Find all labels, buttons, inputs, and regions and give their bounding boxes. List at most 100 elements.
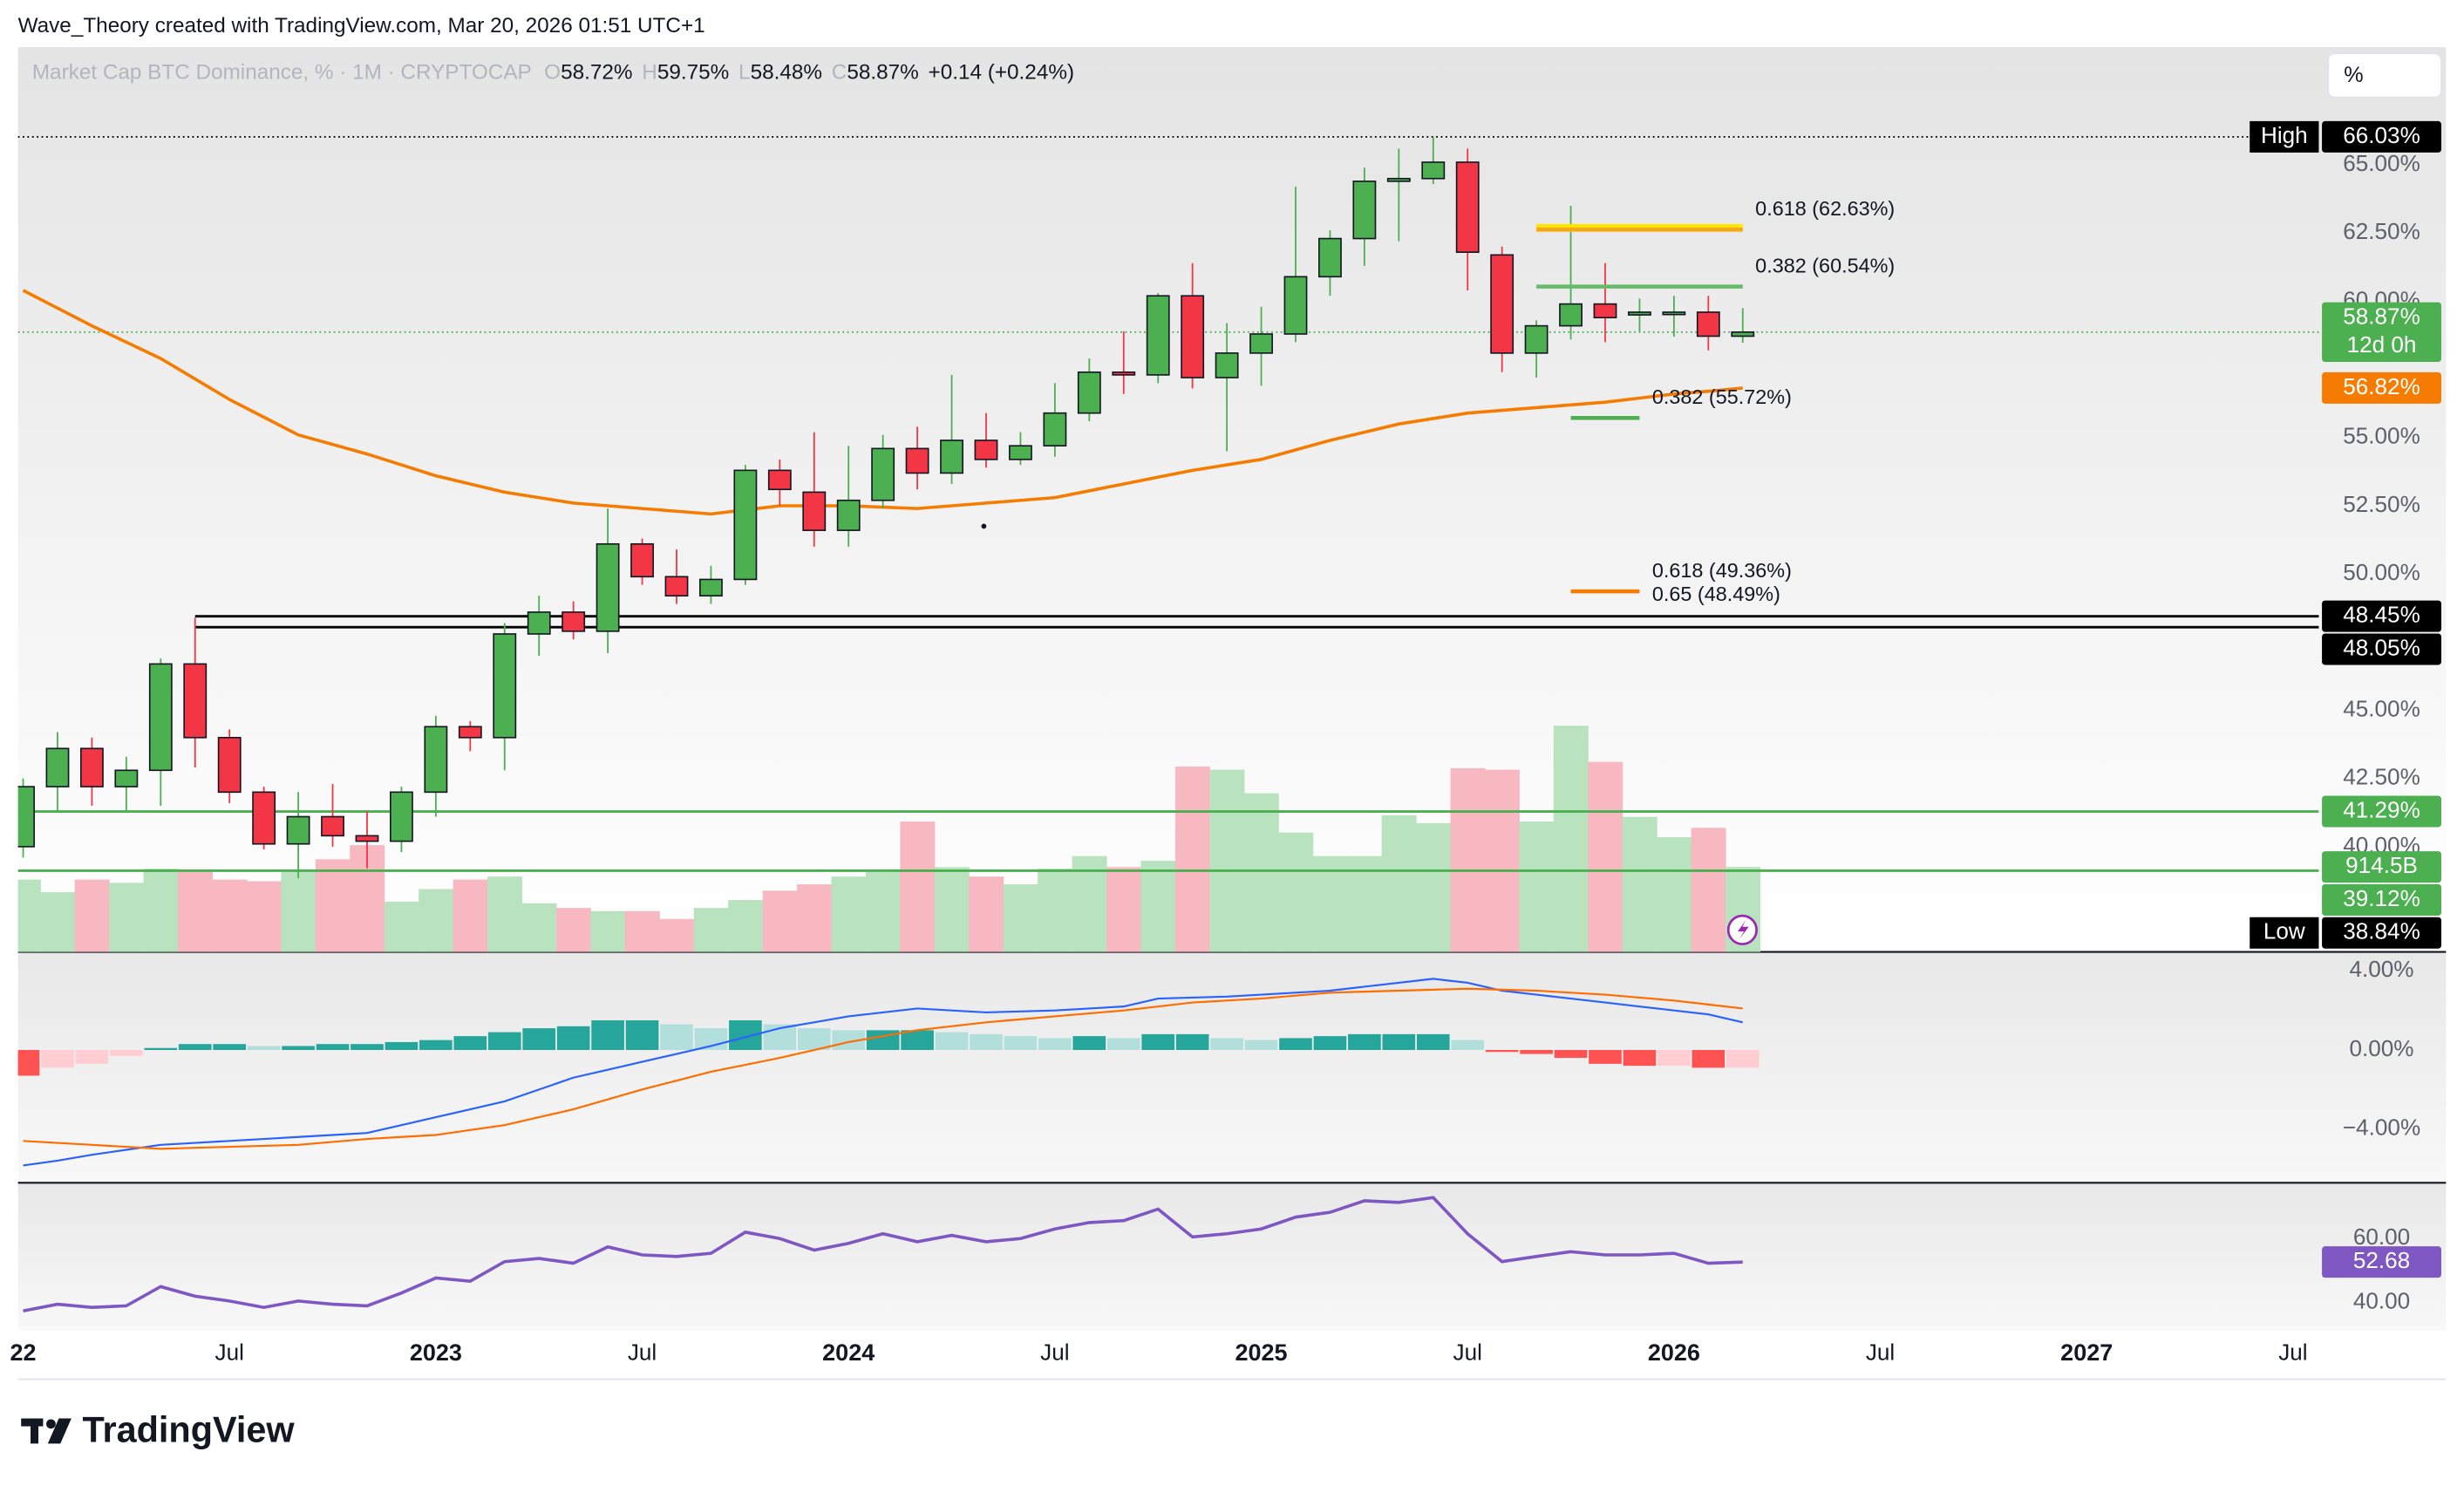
volume-bar bbox=[1072, 855, 1107, 952]
macd-histogram bbox=[591, 1020, 624, 1051]
price-label: 56.82% bbox=[2343, 373, 2420, 399]
volume-bar bbox=[1003, 884, 1038, 952]
brand-logo bbox=[21, 1418, 71, 1444]
volume-bar bbox=[74, 879, 110, 952]
x-tick-label: Jul bbox=[2278, 1339, 2307, 1366]
candle-body bbox=[183, 663, 208, 739]
macd-line bbox=[23, 978, 1744, 1167]
price-label-box bbox=[2322, 372, 2441, 404]
volume-bar bbox=[1484, 769, 1520, 952]
volume-bar bbox=[521, 903, 557, 952]
macd-histogram bbox=[866, 1030, 900, 1051]
price-label-box bbox=[2322, 633, 2441, 665]
candle-body bbox=[1628, 311, 1651, 316]
candle-body bbox=[1455, 161, 1480, 253]
y-tick-label: 42.50% bbox=[2343, 764, 2420, 790]
candle-body bbox=[1215, 352, 1239, 378]
volume-bar bbox=[900, 821, 936, 952]
macd-histogram bbox=[1210, 1038, 1243, 1051]
candle-body bbox=[1696, 311, 1720, 337]
rsi-pane bbox=[17, 1183, 2447, 1331]
y-tick-label: −4.00% bbox=[2343, 1114, 2420, 1141]
macd-histogram bbox=[1244, 1040, 1278, 1051]
volume-bar bbox=[693, 908, 729, 952]
macd-histogram bbox=[1141, 1033, 1175, 1051]
volume-bar bbox=[762, 890, 798, 952]
brand: TradingView bbox=[82, 1410, 295, 1450]
volume-bar bbox=[1588, 761, 1623, 952]
macd-histogram bbox=[1554, 1050, 1588, 1059]
scale-button-label[interactable]: % bbox=[2344, 63, 2363, 87]
candle-body bbox=[1421, 161, 1446, 180]
volume-bar bbox=[1416, 822, 1452, 952]
macd-histogram bbox=[1451, 1040, 1485, 1051]
price-label-box bbox=[2322, 120, 2441, 153]
volume-bar bbox=[178, 871, 214, 952]
rsi-line bbox=[23, 1196, 1743, 1313]
candle-body bbox=[148, 663, 173, 772]
x-tick-label: 2024 bbox=[822, 1339, 875, 1366]
x-tick-label: 22 bbox=[10, 1339, 37, 1366]
candle-body bbox=[80, 747, 104, 787]
candle-body bbox=[905, 447, 929, 474]
macd-histogram bbox=[660, 1024, 693, 1051]
candle-body bbox=[424, 726, 448, 794]
candle-body bbox=[1249, 333, 1273, 354]
candle-body bbox=[1318, 237, 1342, 278]
y-tick-label: 60.00 bbox=[2353, 1224, 2410, 1250]
price-label: 58.87% bbox=[2343, 303, 2420, 329]
macd-histogram bbox=[1520, 1050, 1553, 1054]
price-label: 48.45% bbox=[2343, 602, 2420, 628]
macd-histogram bbox=[144, 1047, 178, 1051]
volume-bar bbox=[1691, 828, 1726, 952]
volume-bar bbox=[212, 879, 248, 952]
macd-histogram bbox=[1623, 1050, 1657, 1067]
price-tag-box bbox=[2250, 120, 2319, 153]
macd-histogram bbox=[282, 1046, 315, 1051]
volume-bar bbox=[1381, 815, 1417, 952]
volume-bar bbox=[831, 876, 867, 952]
candle-body bbox=[974, 440, 998, 460]
x-tick-label: 2023 bbox=[410, 1339, 462, 1366]
x-tick-label: Jul bbox=[215, 1339, 244, 1366]
macd-histogram bbox=[487, 1032, 521, 1051]
macd-histogram bbox=[351, 1044, 384, 1051]
legend-key: L bbox=[739, 61, 751, 85]
price-label: 38.84% bbox=[2343, 918, 2420, 944]
alert-bolt bbox=[1738, 920, 1749, 940]
legend-value: 58.87% bbox=[847, 61, 918, 85]
price-label-box bbox=[2322, 795, 2441, 828]
volume-bar bbox=[624, 910, 660, 952]
candle-body bbox=[733, 469, 758, 581]
fib-label: 0.618 (49.36%) bbox=[1652, 559, 1792, 582]
macd-histogram bbox=[75, 1050, 109, 1064]
macd-histogram bbox=[1725, 1050, 1760, 1068]
legend-key: O bbox=[544, 61, 561, 85]
candle-body bbox=[17, 786, 35, 848]
macd-histogram bbox=[419, 1040, 453, 1051]
macd-histogram bbox=[729, 1020, 762, 1051]
legend-key: C bbox=[832, 61, 847, 85]
legend-value: 58.48% bbox=[751, 61, 822, 85]
rsi-value-box bbox=[2322, 1246, 2441, 1278]
fib-label: 0.618 (62.63%) bbox=[1755, 197, 1895, 220]
macd-histogram bbox=[453, 1036, 487, 1051]
macd-histogram bbox=[556, 1026, 590, 1051]
candle-body bbox=[699, 578, 723, 596]
candle-body bbox=[940, 440, 963, 474]
price-label-box bbox=[2322, 600, 2441, 632]
fib-label: 0.65 (48.49%) bbox=[1652, 583, 1780, 605]
macd-histogram bbox=[41, 1050, 74, 1068]
candle-body bbox=[1077, 371, 1101, 414]
candle-body bbox=[836, 499, 861, 531]
macd-histogram bbox=[17, 1050, 40, 1076]
macd-histogram bbox=[901, 1030, 934, 1051]
macd-histogram bbox=[1657, 1050, 1691, 1067]
price-label: 66.03% bbox=[2343, 122, 2420, 148]
candle-body bbox=[596, 542, 620, 632]
fib-label: 0.382 (55.72%) bbox=[1652, 385, 1792, 408]
volume-bar bbox=[1553, 726, 1589, 952]
y-tick-label: 40.00 bbox=[2353, 1288, 2410, 1314]
scale-button[interactable] bbox=[2327, 52, 2442, 99]
